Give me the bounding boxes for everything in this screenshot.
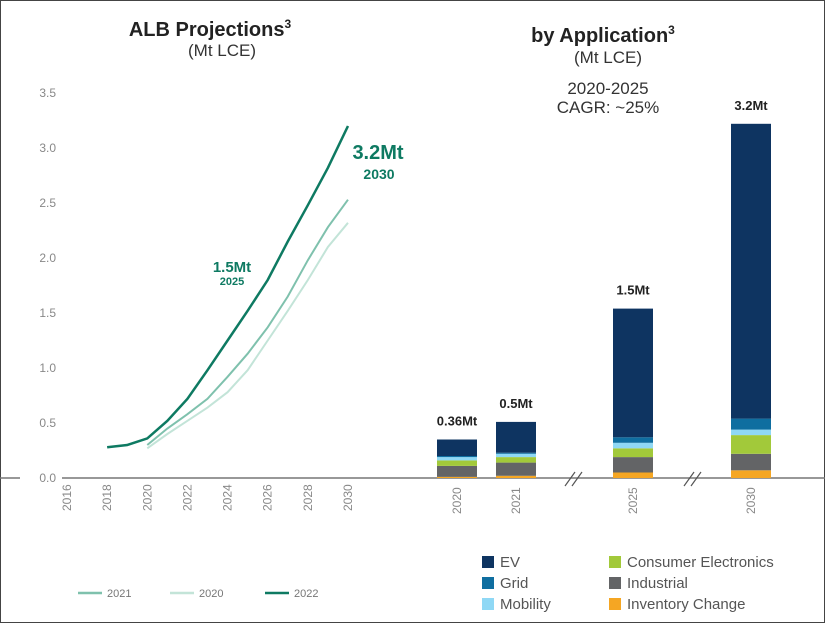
bar-segment-mobility — [496, 453, 536, 458]
bar-segment-mobility — [437, 457, 477, 461]
legend-label: 2021 — [107, 588, 131, 600]
bar-segment-ev — [496, 421, 536, 453]
axis-break-mark — [571, 471, 583, 487]
legend-label: Mobility — [500, 596, 551, 613]
bar-total-label: 3.2Mt — [734, 98, 768, 113]
bar-category-label: 2020 — [450, 487, 464, 514]
bar-segment-industrial — [731, 453, 771, 471]
x-tick-label: 2018 — [100, 484, 114, 511]
legend-swatch-mobility — [482, 598, 494, 610]
y-tick-label: 1.5 — [39, 306, 56, 320]
bar-segment-grid — [731, 418, 771, 430]
bar-segment-inventory-change — [437, 476, 477, 478]
annotation-2030-value: 3.2Mt — [352, 142, 403, 164]
line-chart-subtitle: (Mt LCE) — [188, 41, 256, 60]
bar-segment-inventory-change — [496, 475, 536, 478]
legend-label: 2022 — [294, 588, 318, 600]
y-tick-label: 2.5 — [39, 196, 56, 210]
legend-label: Industrial — [627, 575, 688, 592]
y-tick-label: 3.0 — [39, 141, 56, 155]
x-tick-label: 2026 — [261, 484, 275, 511]
y-tick-label: 3.5 — [39, 86, 56, 100]
annotation-2025-year: 2025 — [220, 276, 244, 288]
x-tick-label: 2022 — [180, 484, 194, 511]
bar-segment-grid — [437, 456, 477, 458]
legend-label: EV — [500, 554, 520, 571]
bar-segment-consumer-electronics — [731, 435, 771, 454]
bar-segment-grid — [496, 452, 536, 454]
legend-swatch-industrial — [609, 577, 621, 589]
axis-break-mark — [690, 471, 702, 487]
x-tick-label: 2028 — [301, 484, 315, 511]
bar-total-label: 1.5Mt — [616, 283, 650, 298]
line-series-2020 — [146, 222, 349, 450]
legend-swatch-inventory-change — [609, 598, 621, 610]
legend-label: Consumer Electronics — [627, 554, 774, 571]
bar-category-label: 2021 — [509, 487, 523, 514]
axis-break-mark — [683, 471, 695, 487]
annotation-2030-year: 2030 — [363, 166, 394, 182]
bar-segment-ev — [613, 308, 653, 438]
line-series-2022 — [107, 125, 350, 449]
line-chart-title: ALB Projections3 — [129, 17, 292, 41]
bar-segment-consumer-electronics — [437, 460, 477, 466]
line-series-2021 — [146, 199, 349, 446]
axis-break-mark — [564, 471, 576, 487]
x-tick-label: 2030 — [341, 484, 355, 511]
cagr-value: CAGR: ~25% — [557, 98, 660, 117]
bar-segment-industrial — [613, 457, 653, 473]
x-tick-label: 2016 — [60, 484, 74, 511]
bar-segment-mobility — [613, 442, 653, 449]
legend-label: 2020 — [199, 588, 223, 600]
bar-segment-consumer-electronics — [613, 448, 653, 458]
bar-segment-ev — [437, 439, 477, 456]
y-tick-label: 2.0 — [39, 251, 56, 265]
bar-category-label: 2025 — [626, 487, 640, 514]
bar-total-label: 0.36Mt — [437, 414, 478, 429]
legend-swatch-grid — [482, 577, 494, 589]
bar-segment-industrial — [496, 462, 536, 476]
legend-swatch-ev — [482, 556, 494, 568]
y-tick-label: 0.0 — [39, 471, 56, 485]
bar-segment-ev — [731, 123, 771, 419]
bar-segment-grid — [613, 437, 653, 443]
x-tick-label: 2024 — [221, 484, 235, 511]
bar-chart-subtitle: (Mt LCE) — [574, 48, 642, 67]
bar-total-label: 0.5Mt — [499, 396, 533, 411]
legend-swatch-consumer-electronics — [609, 556, 621, 568]
y-tick-label: 0.5 — [39, 416, 56, 430]
bar-chart-title: by Application3 — [531, 23, 675, 47]
y-tick-label: 1.0 — [39, 361, 56, 375]
bar-segment-industrial — [437, 465, 477, 477]
bar-segment-inventory-change — [613, 472, 653, 478]
bar-segment-consumer-electronics — [496, 457, 536, 463]
legend-label: Grid — [500, 575, 528, 592]
cagr-period: 2020-2025 — [567, 79, 648, 98]
legend-label: Inventory Change — [627, 596, 745, 613]
annotation-2025-value: 1.5Mt — [213, 259, 251, 276]
x-tick-label: 2020 — [140, 484, 154, 511]
bar-segment-mobility — [731, 429, 771, 436]
bar-segment-inventory-change — [731, 470, 771, 478]
bar-category-label: 2030 — [744, 487, 758, 514]
